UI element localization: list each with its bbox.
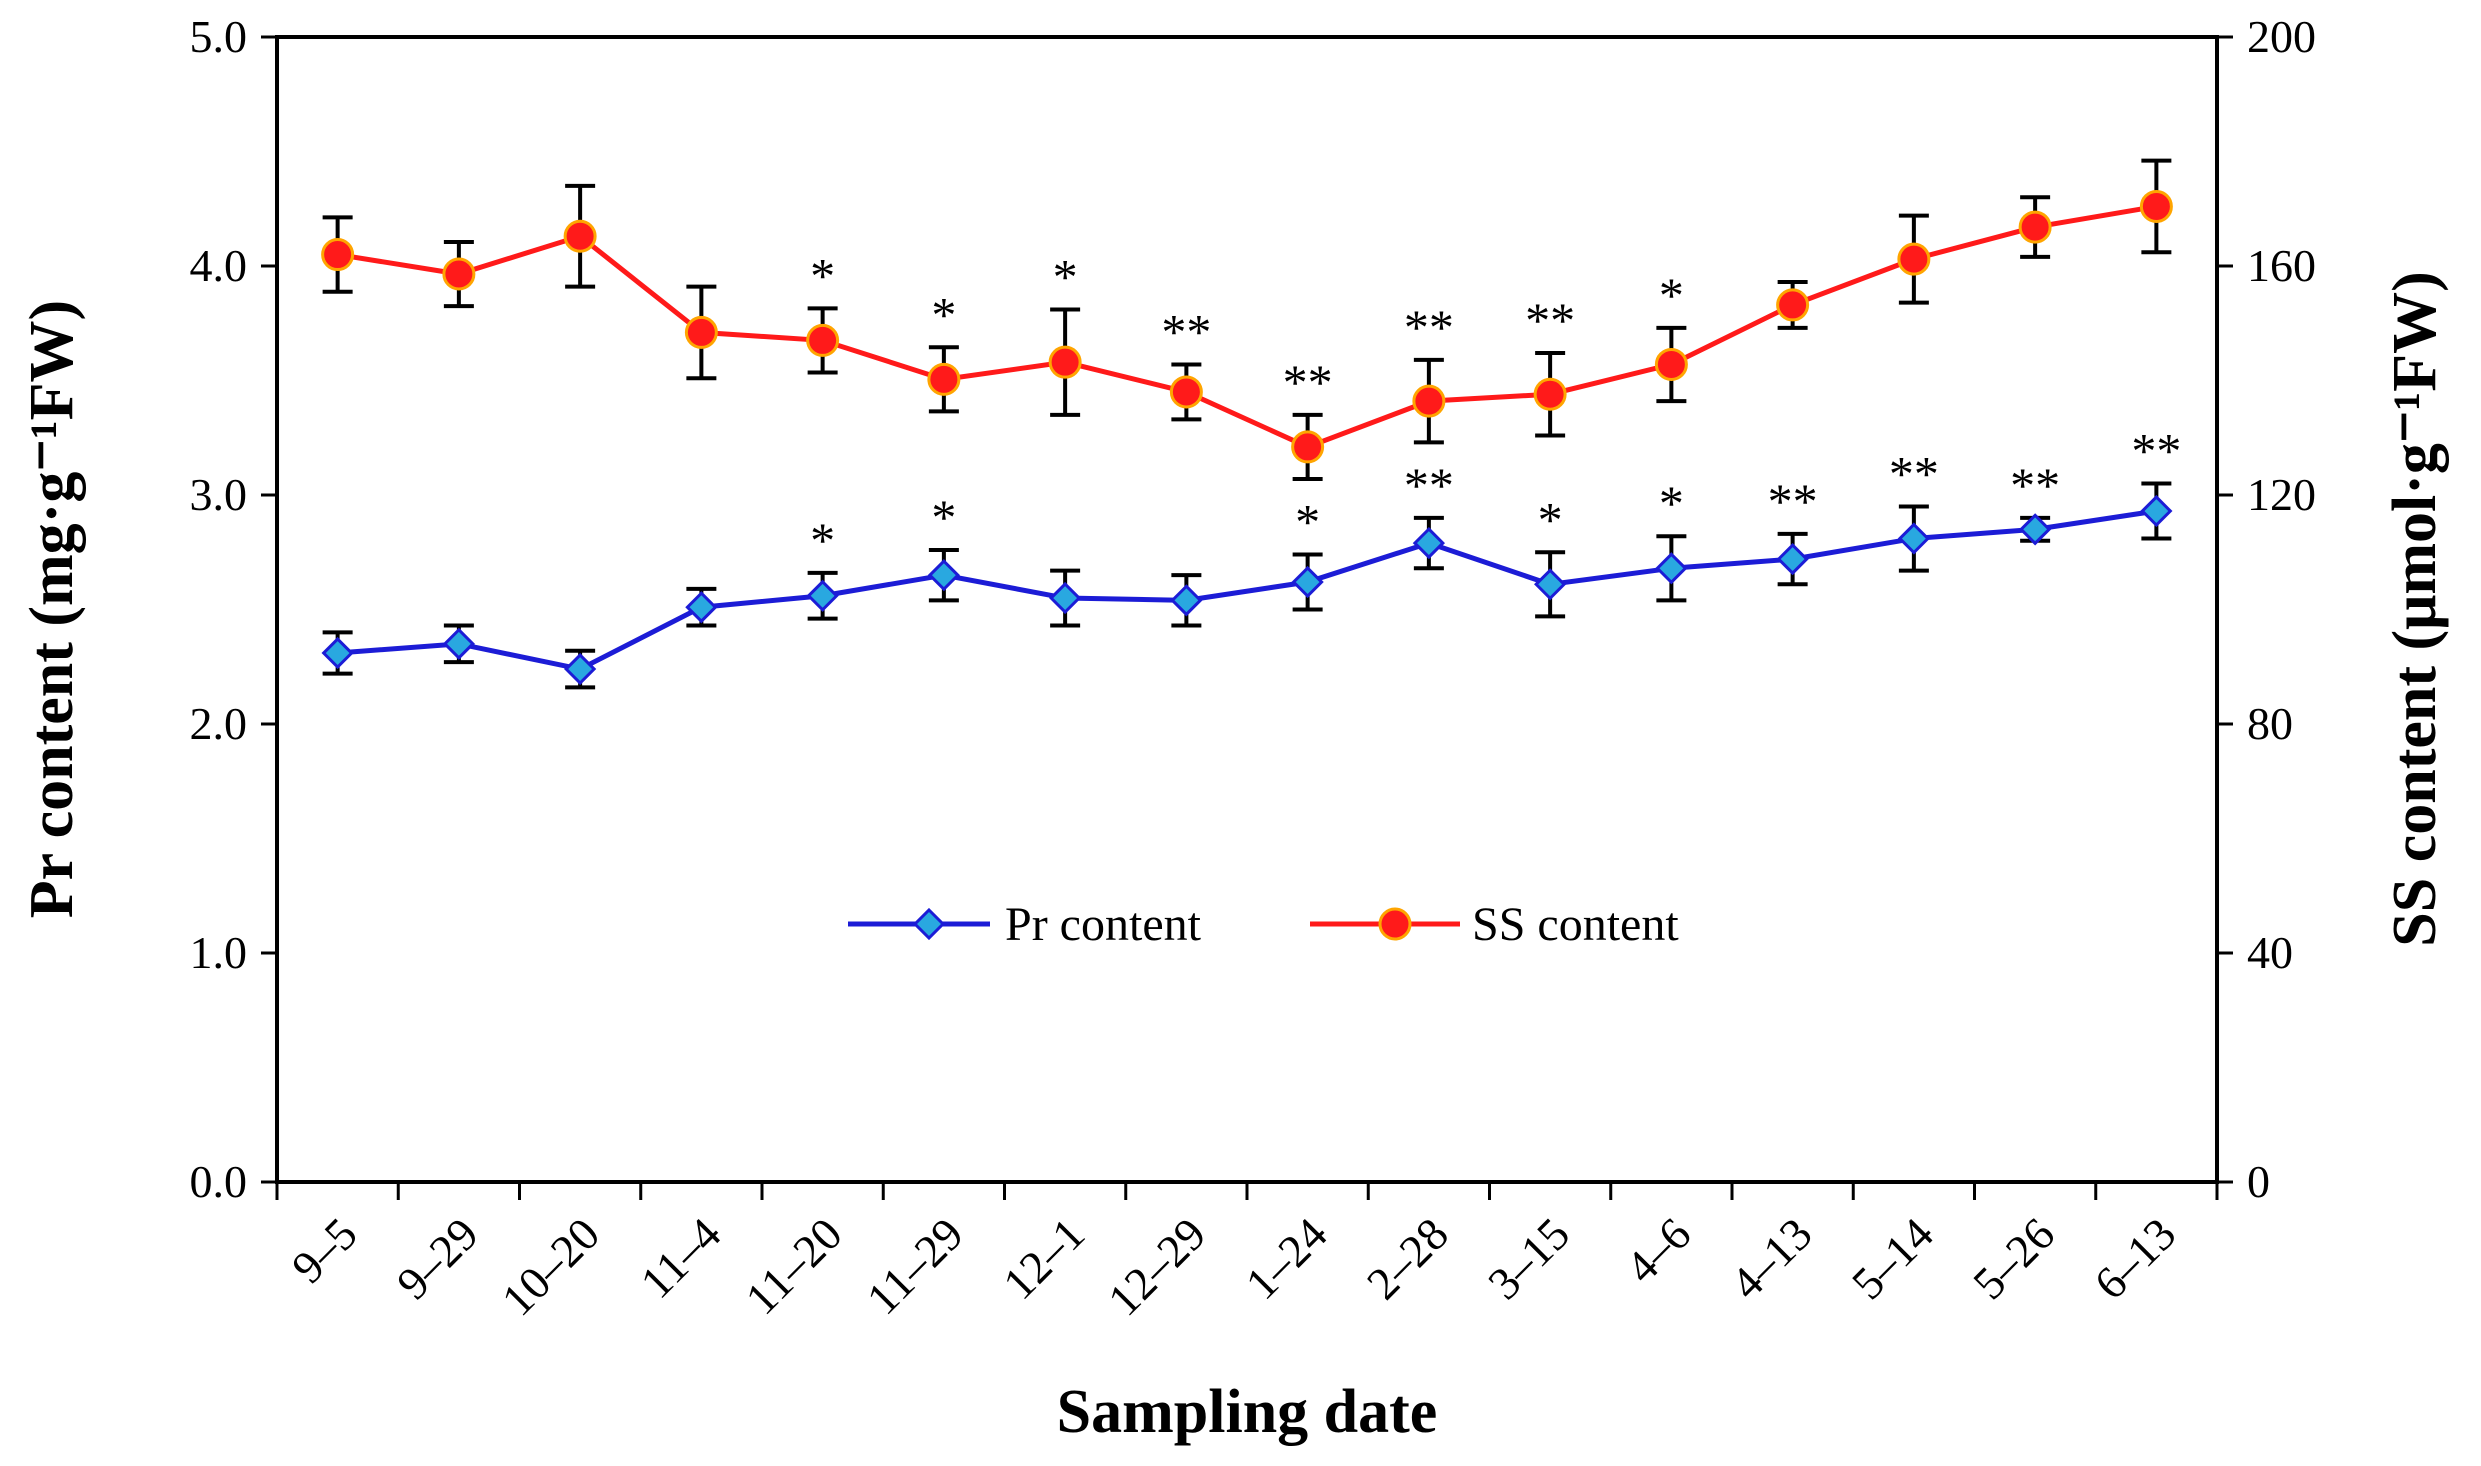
- y-axis-right-title: SS content (μmol·g⁻¹FW): [2381, 271, 2449, 946]
- pr-marker: [321, 636, 354, 670]
- pr-series: * * **** * ** ** ****: [321, 423, 2181, 690]
- ss-significance: *: [810, 247, 835, 303]
- y-right-tick-label: 160: [2247, 240, 2316, 291]
- ss-marker: [321, 238, 355, 272]
- ss-marker: [1169, 375, 1203, 409]
- y-right-tick-label: 200: [2247, 11, 2316, 62]
- y-left-tick-label: 2.0: [190, 698, 248, 749]
- ss-marker: [2018, 210, 2052, 244]
- pr-significance: **: [2131, 423, 2181, 479]
- ss-marker: [1291, 430, 1325, 464]
- ss-marker: [1776, 288, 1810, 322]
- ss-marker: [563, 219, 597, 253]
- pr-marker: [1534, 568, 1567, 601]
- pr-marker: [442, 627, 475, 660]
- ss-marker: [684, 315, 718, 349]
- ss-marker: [806, 323, 840, 357]
- y-axis-left: 0.0 1.0 2.0 3.0 4.0 5.0: [190, 11, 277, 1207]
- x-tick-label: 2–28: [1357, 1208, 1458, 1309]
- x-tick-label: 3–15: [1478, 1208, 1579, 1309]
- y-right-tick-label: 120: [2247, 469, 2316, 520]
- pr-legend-label: Pr content: [1005, 898, 1202, 951]
- ss-line: [337, 203, 2157, 450]
- y-left-tick-label: 1.0: [190, 927, 248, 978]
- pr-marker: [564, 652, 597, 686]
- pr-significance: **: [2010, 457, 2060, 513]
- y-right-tick-label: 40: [2247, 927, 2293, 978]
- pr-marker: [2019, 513, 2052, 546]
- pr-significance: **: [1889, 445, 1939, 501]
- x-axis: 9–5 9–29 10–20 11–4 11–20 11–29 12–1 12–29 1–24 2…: [275, 1182, 2219, 1325]
- pr-marker: [1049, 581, 1082, 615]
- x-tick-label: 5–26: [1963, 1208, 2064, 1309]
- ss-marker: [442, 257, 476, 291]
- y-left-tick-label: 3.0: [190, 469, 248, 520]
- pr-marker: [1412, 526, 1445, 560]
- y-axis-right: 0 40 80 120 160 200: [2217, 11, 2316, 1207]
- ss-legend-label: SS content: [1472, 898, 1679, 951]
- ss-marker: [1897, 242, 1931, 276]
- y-right-tick-label: 0: [2247, 1156, 2270, 1207]
- ss-series: ********* ** *: [321, 158, 2173, 481]
- pr-significance: **: [1768, 473, 1818, 529]
- pr-line: [337, 508, 2157, 672]
- x-tick-label: 11–20: [736, 1208, 852, 1324]
- x-tick-label: 4–6: [1616, 1208, 1701, 1293]
- pr-marker: [806, 579, 839, 612]
- pr-marker: [1170, 584, 1203, 617]
- x-axis-title: Sampling date: [1057, 1378, 1438, 1446]
- pr-marker: [1291, 565, 1324, 599]
- pr-significance: *: [1659, 475, 1684, 531]
- ss-marker: [1654, 347, 1688, 381]
- ss-significance: **: [1404, 299, 1454, 355]
- ss-marker: [1412, 384, 1446, 418]
- pr-significance: *: [931, 489, 956, 545]
- x-tick-label: 11–4: [631, 1208, 731, 1308]
- pr-marker: [912, 907, 946, 941]
- pr-marker: [1776, 542, 1809, 576]
- ss-significance: **: [1525, 292, 1575, 348]
- ss-marker: [2139, 189, 2173, 223]
- y-left-tick-label: 0.0: [190, 1156, 248, 1207]
- pr-marker: [685, 591, 718, 624]
- x-tick-label: 12–1: [993, 1208, 1094, 1309]
- legend: Pr content SS content: [848, 898, 1679, 951]
- series-layer: * * **** * ** ** ************* ** *: [321, 158, 2181, 690]
- y-axis-left-title: Pr content (mg·g⁻¹FW): [18, 300, 86, 918]
- pr-significance: *: [1538, 491, 1563, 547]
- ss-marker: [1048, 345, 1082, 379]
- pr-significance: **: [1404, 457, 1454, 513]
- pr-significance: *: [810, 512, 835, 568]
- y-left-tick-label: 5.0: [190, 11, 248, 62]
- pr-marker: [1897, 522, 1930, 555]
- ss-significance: *: [1053, 249, 1078, 305]
- pr-significance: *: [1295, 494, 1320, 550]
- pr-marker: [2140, 494, 2173, 528]
- x-tick-label: 12–29: [1098, 1208, 1215, 1325]
- ss-significance: *: [931, 286, 956, 342]
- y-left-tick-label: 4.0: [190, 240, 248, 291]
- x-tick-label: 10–20: [492, 1208, 609, 1325]
- pr-marker: [1655, 552, 1688, 585]
- x-tick-label: 4–13: [1721, 1208, 1822, 1309]
- y-right-tick-label: 80: [2247, 698, 2293, 749]
- ss-marker: [1533, 377, 1567, 411]
- ss-marker: [927, 362, 961, 396]
- ss-significance: *: [1659, 267, 1684, 323]
- pr-marker: [927, 559, 960, 592]
- x-tick-label: 9–5: [282, 1208, 367, 1293]
- x-tick-label: 6–13: [2084, 1208, 2185, 1309]
- x-tick-label: 5–14: [1842, 1208, 1943, 1309]
- ss-significance: **: [1161, 303, 1211, 359]
- x-tick-label: 9–29: [387, 1208, 488, 1309]
- plot-area: [275, 35, 2219, 1184]
- ss-significance: **: [1283, 354, 1333, 410]
- x-tick-label: 1–24: [1236, 1208, 1337, 1309]
- x-tick-label: 11–29: [857, 1208, 973, 1324]
- ss-marker: [1378, 907, 1412, 941]
